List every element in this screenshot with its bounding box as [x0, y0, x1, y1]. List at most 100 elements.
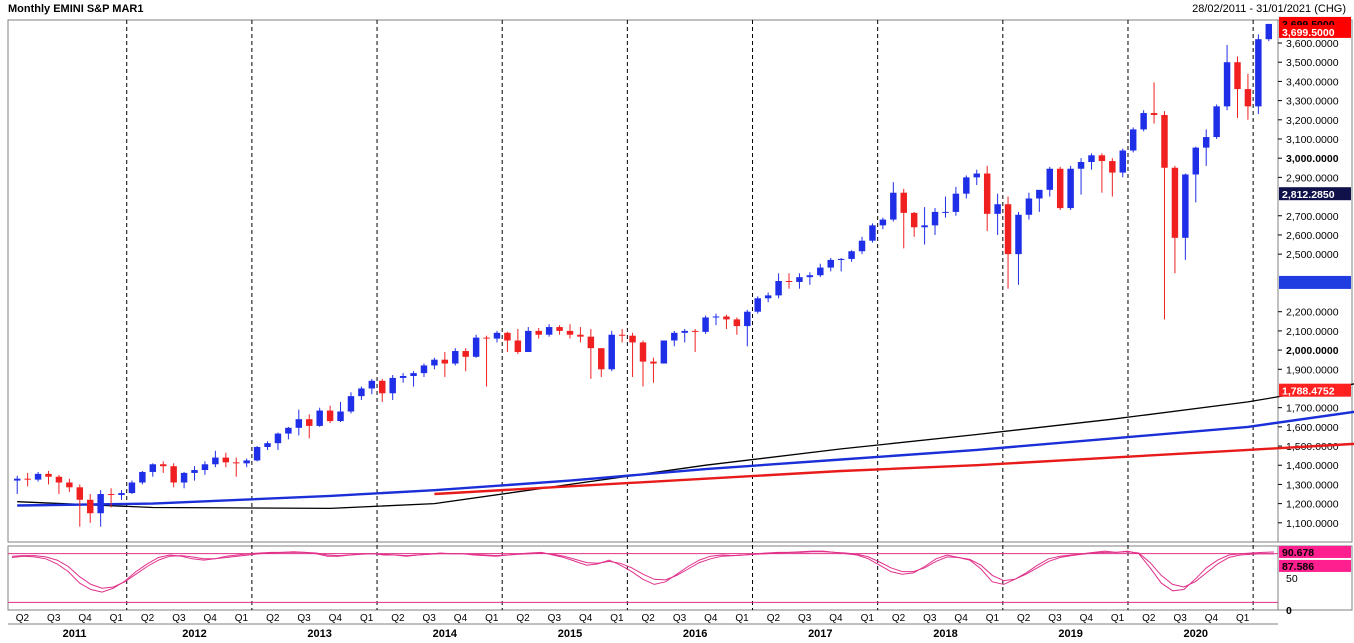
candle-body: [274, 433, 282, 444]
y-tick-label: 2,100.0000: [1286, 326, 1339, 338]
candle-body: [921, 225, 928, 228]
candle-body: [879, 219, 887, 226]
candle-body: [556, 327, 563, 331]
candle-body: [462, 351, 469, 357]
candle-body: [191, 470, 198, 473]
quarter-label: Q2: [892, 613, 906, 624]
quarter-label: Q4: [1205, 613, 1219, 624]
candle-body: [431, 359, 438, 366]
chart-title: Monthly EMINI S&P MAR1: [8, 3, 144, 15]
y-tick-label: 3,000.0000: [1286, 153, 1339, 165]
candle-body: [1223, 62, 1231, 107]
year-label: 2016: [683, 628, 707, 640]
quarter-label: Q3: [47, 613, 61, 624]
quarter-label: Q2: [642, 613, 656, 624]
year-label: 2017: [808, 628, 832, 640]
candle-body: [837, 258, 845, 260]
candle-body: [1234, 62, 1241, 90]
candle-body: [764, 295, 772, 299]
y-tick-label: 2,900.0000: [1286, 172, 1339, 184]
candle-body: [660, 340, 668, 364]
quarter-label: Q2: [266, 613, 280, 624]
candle-body: [775, 281, 782, 296]
candle-body: [931, 211, 939, 226]
y-tick-label: 1,100.0000: [1286, 518, 1339, 530]
candle-body: [441, 359, 449, 364]
quarter-label: Q4: [78, 613, 92, 624]
quarter-label: Q4: [579, 613, 593, 624]
candle-body: [545, 327, 553, 335]
candle-body: [45, 473, 52, 477]
candle-body: [76, 487, 84, 500]
quarter-label: Q3: [798, 613, 812, 624]
candle-body: [983, 173, 991, 214]
candle-body: [139, 471, 146, 483]
oscillator-tick-label: 50: [1286, 573, 1298, 585]
price-badge-label: 2,812.2850: [1282, 189, 1335, 201]
candle-body: [1244, 89, 1252, 107]
candle-body: [681, 330, 688, 333]
candle-body: [13, 478, 21, 481]
quarter-label: Q2: [16, 613, 30, 624]
candle-body: [650, 361, 657, 364]
quarter-label: Q1: [1236, 613, 1250, 624]
candle-body: [1255, 39, 1262, 107]
candle-body: [1067, 168, 1074, 209]
y-tick-label: 3,400.0000: [1286, 76, 1339, 88]
candle-body: [389, 377, 396, 394]
candle-body: [337, 411, 344, 422]
candle-body: [1056, 168, 1064, 209]
y-tick-label: 2,700.0000: [1286, 211, 1339, 223]
candle-body: [180, 472, 188, 483]
candle-body: [1129, 129, 1137, 151]
candle-body: [535, 330, 542, 335]
price-badge: [1279, 275, 1351, 289]
candle-body: [264, 443, 271, 448]
quarter-label: Q2: [1017, 613, 1031, 624]
candle-body: [785, 281, 793, 282]
year-label: 2013: [307, 628, 331, 640]
y-tick-label: 2,200.0000: [1286, 307, 1339, 319]
candle-body: [869, 225, 876, 241]
candle-body: [1004, 204, 1012, 255]
candle-body: [514, 340, 522, 353]
candle-body: [598, 348, 605, 370]
candle-body: [1140, 113, 1147, 130]
oscillator-badge-label: 87.586: [1282, 561, 1314, 573]
year-label: 2019: [1058, 628, 1082, 640]
candle-body: [858, 240, 866, 252]
candle-body: [691, 330, 699, 332]
candle-body: [1119, 150, 1127, 173]
candle-body: [629, 335, 636, 343]
quarter-label: Q2: [391, 613, 405, 624]
candle-body: [702, 317, 709, 332]
year-label: 2015: [558, 628, 582, 640]
y-tick-label: 1,300.0000: [1286, 479, 1339, 491]
candle-body: [368, 380, 376, 389]
quarter-label: Q1: [485, 613, 499, 624]
y-tick-label: 1,200.0000: [1286, 499, 1339, 511]
oscillator-badge-label: 90.678: [1282, 547, 1314, 559]
candle-body: [1265, 23, 1273, 40]
candle-body: [848, 251, 855, 259]
candle-body: [910, 212, 918, 228]
candle-body: [420, 365, 428, 374]
candle-body: [963, 177, 970, 194]
candle-body: [1109, 161, 1116, 173]
candle-body: [796, 277, 803, 282]
candle-body: [1213, 106, 1220, 138]
candle-body: [128, 482, 136, 494]
candle-body: [952, 193, 960, 212]
candle-body: [212, 457, 219, 465]
candle-body: [24, 478, 31, 480]
candle-body: [285, 427, 292, 434]
year-label: 2011: [63, 628, 87, 640]
y-tick-label: 2,000.0000: [1286, 345, 1339, 357]
y-tick-label: 3,600.0000: [1286, 38, 1339, 50]
candle-body: [55, 476, 63, 483]
price-badge: [1279, 383, 1351, 397]
candle-body: [754, 298, 761, 312]
y-tick-label: 3,500.0000: [1286, 57, 1339, 69]
